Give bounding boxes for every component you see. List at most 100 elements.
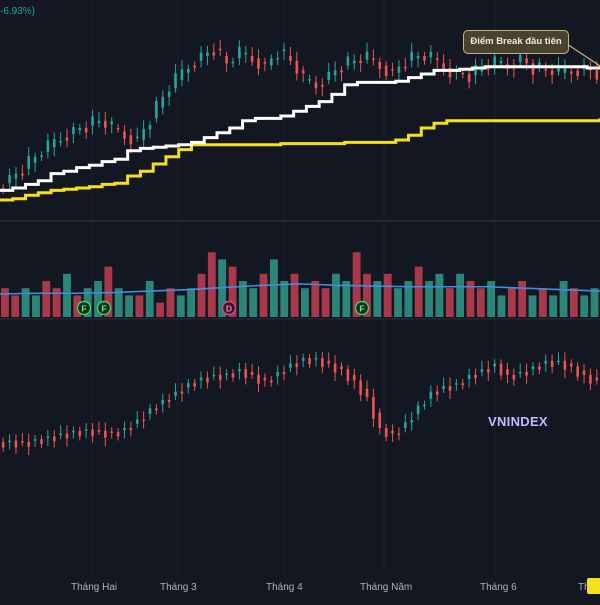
price-candle-body [180,69,184,80]
price-candle-body [161,96,165,108]
price-candle-body [359,60,362,63]
index-candle-body [384,428,388,437]
index-candle-body [97,430,101,432]
price-candle-body [250,56,254,62]
index-candle-body [65,433,69,439]
price-candle-body [135,136,139,139]
volume-bar [280,281,289,317]
index-candle-body [244,369,248,379]
volume-bar [145,281,154,317]
volume-bar [52,288,61,317]
volume-bar [135,295,144,317]
volume-bar [238,281,247,317]
price-candle-body [423,56,426,61]
index-candle-body [52,436,56,442]
index-candle-body [474,374,477,379]
index-candle-body [161,400,165,405]
index-candle-body [129,428,133,430]
price-candle-body [129,135,133,145]
price-candle-body [263,62,267,64]
price-candle-body [384,65,388,76]
price-candle-body [474,64,477,76]
volume-bar [301,288,309,317]
index-candle-body [174,391,177,396]
volume-bar [259,273,268,317]
percent-change-label: -6.93%) [0,6,36,17]
price-candle-body [416,56,420,59]
price-candle-body [576,70,579,76]
month-label-jul-partial: Th [578,582,590,593]
price-candle-body [365,51,369,60]
index-candle-body [416,405,420,414]
volume-bar [497,295,506,317]
index-candle-body [167,400,171,402]
volume-bar [321,288,330,317]
index-candle-body [231,373,235,378]
index-candle-body [78,430,82,437]
month-label-jun: Tháng 6 [480,582,517,593]
index-candle-body [397,433,401,436]
price-candle-body [257,58,260,69]
index-candle-body [59,433,62,436]
volume-bar [373,281,382,317]
price-candle-body [467,74,471,82]
index-candle-body [359,380,362,395]
index-candle-body [480,369,484,372]
volume-bar [404,281,413,317]
price-candle-body [557,66,560,72]
price-candle-body [72,127,75,134]
signal-marker [76,300,92,316]
index-candle-body [448,386,452,391]
index-candle-body [327,360,331,364]
volume-bar [42,281,51,317]
volume-bar [290,273,299,317]
index-candle-body [423,404,426,407]
index-candle-body [589,374,592,384]
index-candle-body [301,358,305,361]
volume-bar [11,295,20,317]
price-candle-body [110,121,114,125]
month-label-apr: Tháng 4 [266,582,303,593]
price-candle-body [84,128,88,133]
price-candle-body [186,68,190,73]
price-candle-body [199,52,203,61]
index-candle-body [518,372,522,374]
index-candle-body [199,377,203,381]
price-candle-body [499,61,503,64]
index-candle-body [308,358,311,365]
volume-bar [476,288,485,317]
index-candle-body [346,369,350,381]
price-candle-body [352,60,356,64]
price-candle-body [308,79,311,81]
index-candle-body [365,388,369,398]
month-label-feb: Tháng Hai [71,582,118,593]
volume-bar [21,288,30,317]
price-candle-body [525,58,528,64]
price-candle-body [218,48,222,51]
price-candle-body [65,137,69,141]
volume-bar [187,288,196,317]
price-candle-body [116,128,120,130]
index-candle-body [14,440,18,448]
volume-bar [176,295,185,317]
price-candle-body [595,70,599,80]
volume-bar [569,288,578,317]
volume-bar [269,259,278,317]
price-candle-body [193,65,196,68]
volume-bar [456,273,465,317]
price-candle-body [372,58,375,60]
time-marker-tag [587,578,600,594]
index-candle-body [218,374,222,381]
price-candle-body [78,128,82,131]
volume-bar [342,281,351,317]
price-candle-body [321,84,324,87]
volume-bar [197,273,206,317]
index-candle-body [263,377,267,381]
volume-bar [549,295,558,317]
index-candle-body [276,372,279,377]
price-candle-body [40,155,43,157]
index-candle-body [193,383,196,387]
index-candle-body [569,363,573,367]
volume-bar [207,252,216,317]
signal-marker [96,300,112,316]
